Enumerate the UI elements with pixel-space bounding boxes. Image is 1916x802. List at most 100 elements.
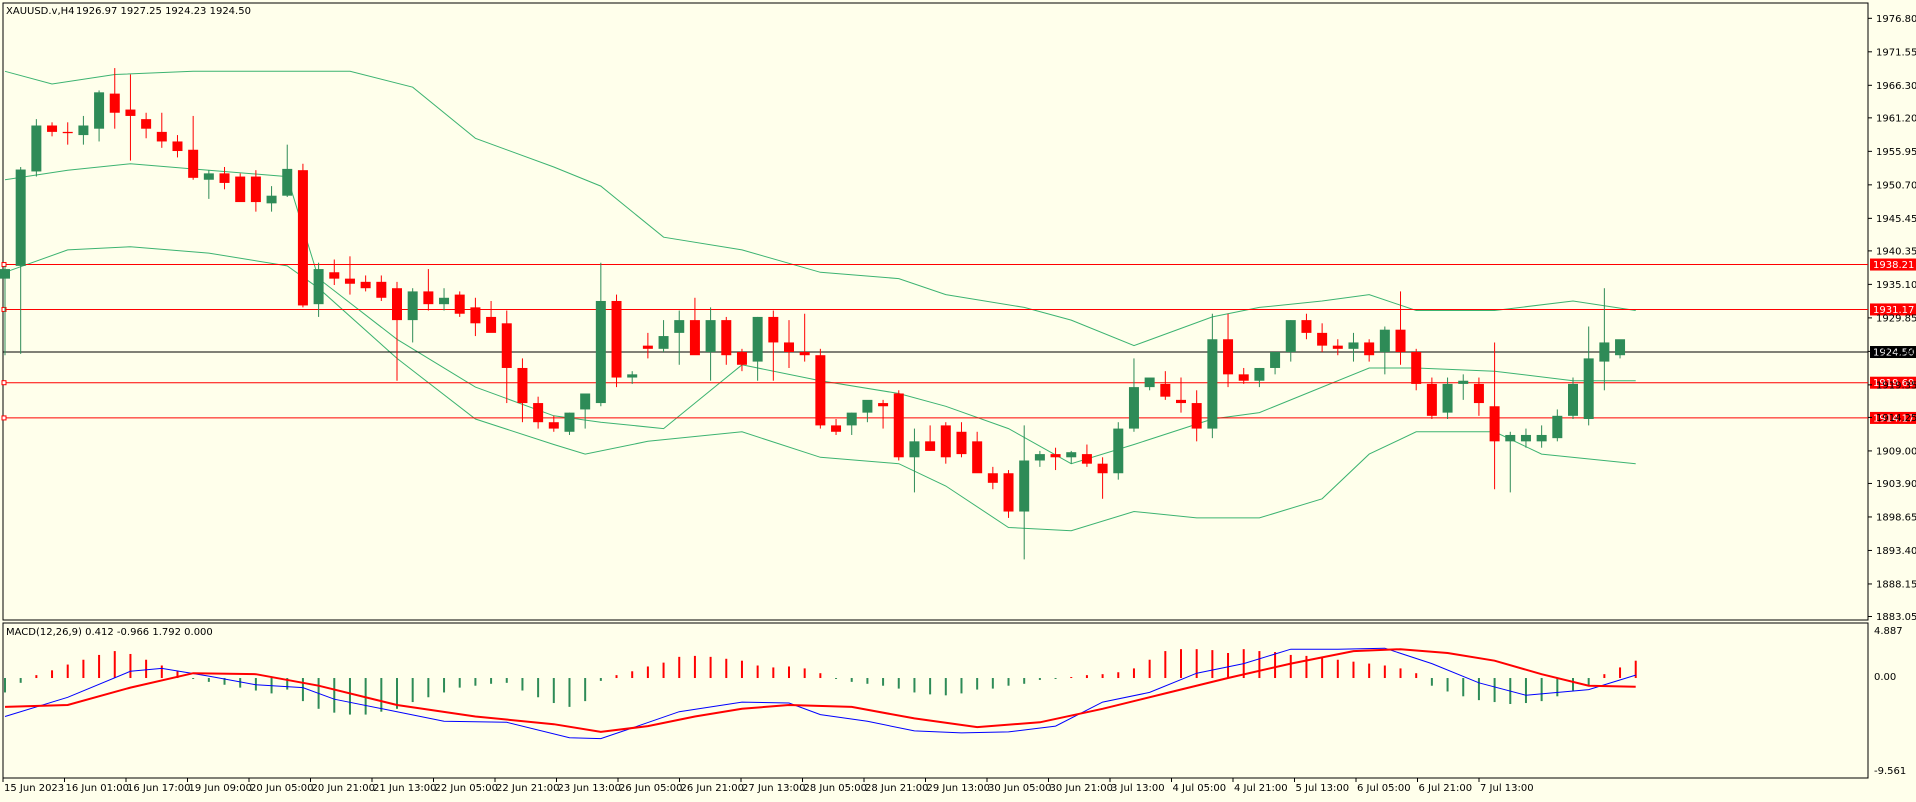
candle-bearish — [1317, 332, 1328, 346]
candle-bearish — [423, 291, 434, 305]
candle-bullish — [1285, 320, 1296, 353]
time-tick-label: 27 Jun 13:00 — [742, 783, 806, 794]
candle-bullish — [674, 320, 685, 333]
candle-bearish — [1332, 345, 1343, 349]
level-tag-label: 1914.17 — [1873, 413, 1914, 424]
candle-bullish — [1583, 358, 1594, 420]
candle-bearish — [611, 300, 622, 378]
time-tick-label: 6 Jul 21:00 — [1419, 783, 1473, 794]
candle-bearish — [1411, 352, 1422, 384]
time-tick-label: 28 Jun 21:00 — [865, 783, 929, 794]
candle-bullish — [564, 412, 575, 432]
time-tick-label: 26 Jun 05:00 — [619, 783, 683, 794]
candle-bearish — [1223, 339, 1234, 375]
price-tick-label: 1903.90 — [1876, 479, 1916, 490]
candle-bearish — [768, 316, 779, 343]
candle-bearish — [1003, 473, 1014, 512]
price-tick-label: 1945.45 — [1876, 214, 1916, 225]
price-tick-label: 1976.80 — [1876, 14, 1916, 25]
level-anchor[interactable] — [1, 380, 7, 386]
candle-bearish — [486, 316, 497, 333]
candle-bearish — [1473, 383, 1484, 404]
candle-bearish — [1191, 403, 1202, 429]
candle-bearish — [1050, 454, 1061, 458]
price-tick-label: 1888.15 — [1876, 579, 1916, 590]
current-price-label: 1924.50 — [1873, 348, 1914, 359]
candle-bullish — [580, 393, 591, 410]
candle-bearish — [376, 281, 387, 298]
candle-bearish — [517, 367, 528, 404]
candle-bearish — [1301, 320, 1312, 333]
time-tick-label: 4 Jul 05:00 — [1173, 783, 1227, 794]
candle-bullish — [1552, 415, 1563, 439]
candle-bearish — [831, 425, 842, 432]
candle-bullish — [1128, 387, 1139, 429]
time-tick-label: 16 Jun 01:00 — [66, 783, 130, 794]
candle-bearish — [1238, 374, 1249, 381]
candle-bullish — [1066, 452, 1077, 458]
price-tick-label: 1883.05 — [1876, 612, 1916, 623]
candlesticks — [0, 68, 1626, 560]
candle-bearish — [1364, 342, 1375, 356]
candle-bullish — [595, 300, 606, 404]
level-tag-label: 1938.21 — [1873, 260, 1914, 271]
candle-bullish — [1536, 434, 1547, 442]
candle-bearish — [156, 131, 167, 142]
candle-bullish — [1270, 352, 1281, 368]
candle-bullish — [1207, 339, 1218, 429]
price-tick-label: 1924.60 — [1876, 347, 1916, 358]
ohlc-readout: 1926.97 1927.25 1924.23 1924.50 — [76, 6, 251, 17]
candle-bullish — [1520, 434, 1531, 442]
candle-bullish — [1442, 383, 1453, 413]
time-tick-label: 23 Jun 13:00 — [558, 783, 622, 794]
candle-bullish — [1379, 329, 1390, 353]
time-tick-label: 21 Jun 13:00 — [373, 783, 437, 794]
level-anchor[interactable] — [1, 262, 7, 268]
candle-bullish — [752, 316, 763, 362]
candle-bearish — [893, 393, 904, 458]
candle-bearish — [141, 119, 152, 129]
price-tick-label: 1929.85 — [1876, 313, 1916, 324]
candle-bearish — [987, 473, 998, 483]
level-anchor[interactable] — [1, 306, 7, 312]
candle-bearish — [454, 294, 465, 314]
candle-bearish — [1426, 383, 1437, 416]
candle-bearish — [878, 403, 889, 407]
candle-bullish — [909, 441, 920, 458]
level-tag-label: 1931.17 — [1873, 305, 1914, 316]
candle-bullish — [658, 336, 669, 349]
time-tick-label: 29 Jun 13:00 — [927, 783, 991, 794]
macd-label: MACD(12,26,9) 0.412 -0.966 1.792 0.000 — [6, 627, 213, 638]
time-tick-label: 7 Jul 13:00 — [1480, 783, 1534, 794]
level-anchor[interactable] — [1, 415, 7, 421]
level-tag-label: 1919.69 — [1873, 378, 1914, 389]
candle-bullish — [1615, 339, 1626, 356]
bollinger-upper-band — [4, 70, 1636, 347]
candle-bullish — [78, 125, 89, 136]
time-tick-label: 5 Jul 13:00 — [1296, 783, 1350, 794]
candle-bearish — [533, 403, 544, 423]
candle-bearish — [125, 109, 136, 116]
level-tag — [1870, 303, 1916, 316]
candle-bearish — [501, 323, 512, 368]
candle-bearish — [392, 288, 402, 321]
time-tick-label: 15 Jun 2023 — [4, 783, 64, 794]
candle-bearish — [815, 355, 826, 426]
candle-bearish — [784, 342, 794, 353]
bollinger-middle-band — [4, 163, 1636, 465]
candle-bullish — [1019, 460, 1030, 512]
candle-bearish — [721, 320, 732, 356]
candle-bullish — [1505, 434, 1516, 442]
candle-bearish — [1395, 329, 1406, 353]
candle-bearish — [188, 149, 199, 178]
candle-bearish — [47, 125, 58, 132]
symbol-label: XAUUSD.v,H4 — [6, 6, 75, 17]
candle-bullish — [846, 412, 857, 426]
candle-bearish — [972, 441, 983, 474]
candle-bullish — [1113, 428, 1124, 474]
candle-bearish — [235, 176, 246, 203]
